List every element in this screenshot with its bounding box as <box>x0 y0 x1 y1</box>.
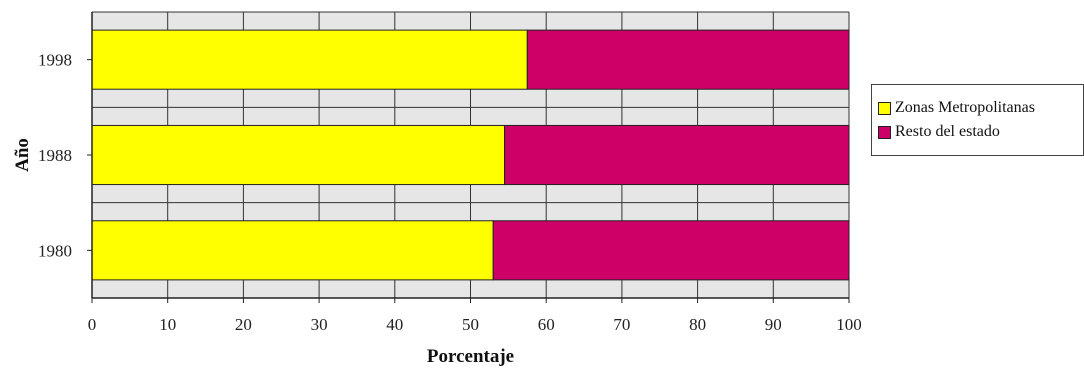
y-tick-label: 1988 <box>38 146 72 165</box>
axes <box>87 12 850 303</box>
x-tick-label: 30 <box>311 315 328 334</box>
legend: Zonas Metropolitanas Resto del estado <box>871 84 1084 156</box>
bar-segment <box>91 220 494 281</box>
y-tick-label: 1998 <box>38 51 72 70</box>
x-tick-label: 70 <box>613 315 630 334</box>
bar-segment <box>91 29 528 90</box>
bar-segment <box>91 124 506 186</box>
y-axis-title: Año <box>12 138 33 172</box>
bar-segment <box>526 29 850 90</box>
x-tick-labels: 0 10 20 30 40 50 60 70 80 90 100 <box>88 315 862 334</box>
x-tick-label: 0 <box>88 315 97 334</box>
x-axis-title: Porcentaje <box>427 346 514 367</box>
legend-item-zonas-metropolitanas: Zonas Metropolitanas <box>878 97 1035 119</box>
x-tick-label: 80 <box>689 315 706 334</box>
legend-swatch-magenta <box>878 125 891 139</box>
x-tick-label: 100 <box>836 315 862 334</box>
x-tick-label: 20 <box>235 315 252 334</box>
x-tick-label: 40 <box>386 315 403 334</box>
legend-label: Zonas Metropolitanas <box>895 99 1035 116</box>
y-tick-labels: 1998 1988 1980 <box>38 51 72 261</box>
y-tick-label: 1980 <box>38 241 72 260</box>
x-tick-label: 60 <box>538 315 555 334</box>
x-tick-label: 90 <box>765 315 782 334</box>
x-tick-label: 10 <box>159 315 176 334</box>
x-tick-label: 50 <box>462 315 479 334</box>
legend-label: Resto del estado <box>895 123 1000 140</box>
legend-item-resto-del-estado: Resto del estado <box>878 121 1000 143</box>
bars <box>91 29 850 281</box>
bar-segment <box>492 220 850 281</box>
legend-swatch-yellow <box>878 101 891 115</box>
bar-segment <box>504 124 850 186</box>
